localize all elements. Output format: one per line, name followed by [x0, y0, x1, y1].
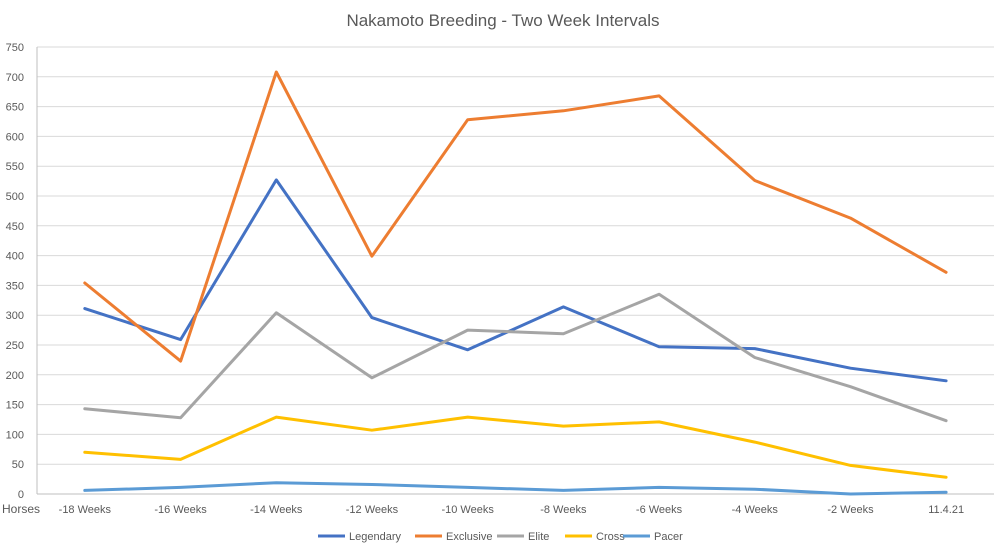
legend-label-legendary: Legendary: [349, 531, 401, 543]
x-tick-label: -4 Weeks: [732, 504, 779, 516]
y-tick-label: 750: [6, 42, 24, 54]
x-tick-label: -14 Weeks: [250, 504, 303, 516]
y-tick-label: 300: [6, 310, 24, 322]
x-tick-label: -16 Weeks: [154, 504, 207, 516]
x-tick-label: -12 Weeks: [346, 504, 399, 516]
legend-label-pacer: Pacer: [654, 531, 683, 543]
gridlines: [37, 46, 994, 465]
y-tick-label: 200: [6, 370, 24, 382]
series-line-exclusive: [83, 70, 948, 363]
y-tick-label: 250: [6, 340, 24, 352]
series-line-pacer: [83, 481, 948, 496]
y-tick-label: 150: [6, 400, 24, 412]
y-tick-label: 0: [18, 489, 24, 501]
chart-title: Nakamoto Breeding - Two Week Intervals: [346, 11, 659, 30]
series-lines: [83, 70, 948, 496]
legend-label-cross: Cross: [596, 531, 625, 543]
x-tick-label: -10 Weeks: [441, 504, 494, 516]
x-axis-ticks: -18 Weeks -16 Weeks -14 Weeks -12 Weeks -10 …: [59, 504, 964, 516]
y-tick-label: 400: [6, 251, 24, 263]
y-tick-label: 100: [6, 429, 24, 441]
y-tick-label: 350: [6, 280, 24, 292]
series-line-elite: [83, 292, 948, 423]
x-axis-label: Horses: [2, 502, 40, 516]
legend-label-exclusive: Exclusive: [446, 531, 492, 543]
x-tick-label: -6 Weeks: [636, 504, 683, 516]
series-line-legendary: [83, 178, 948, 383]
y-tick-label: 50: [12, 459, 24, 471]
y-tick-label: 500: [6, 191, 24, 203]
x-tick-label: -8 Weeks: [540, 504, 587, 516]
y-tick-label: 450: [6, 221, 24, 233]
y-tick-label: 700: [6, 72, 24, 84]
legend-label-elite: Elite: [528, 531, 549, 543]
series-line-cross: [83, 415, 948, 479]
x-tick-label: -18 Weeks: [59, 504, 112, 516]
y-tick-label: 550: [6, 161, 24, 173]
legend: Legendary Exclusive Elite Cross Pacer: [318, 531, 683, 543]
y-axis-ticks: 0 50 100 150 200 250 300 350 400 450 500 550 600 650 7…: [6, 42, 24, 501]
y-tick-label: 600: [6, 131, 24, 143]
x-tick-label: -2 Weeks: [827, 504, 874, 516]
x-tick-label: 11.4.21: [928, 504, 964, 516]
y-tick-label: 650: [6, 102, 24, 114]
